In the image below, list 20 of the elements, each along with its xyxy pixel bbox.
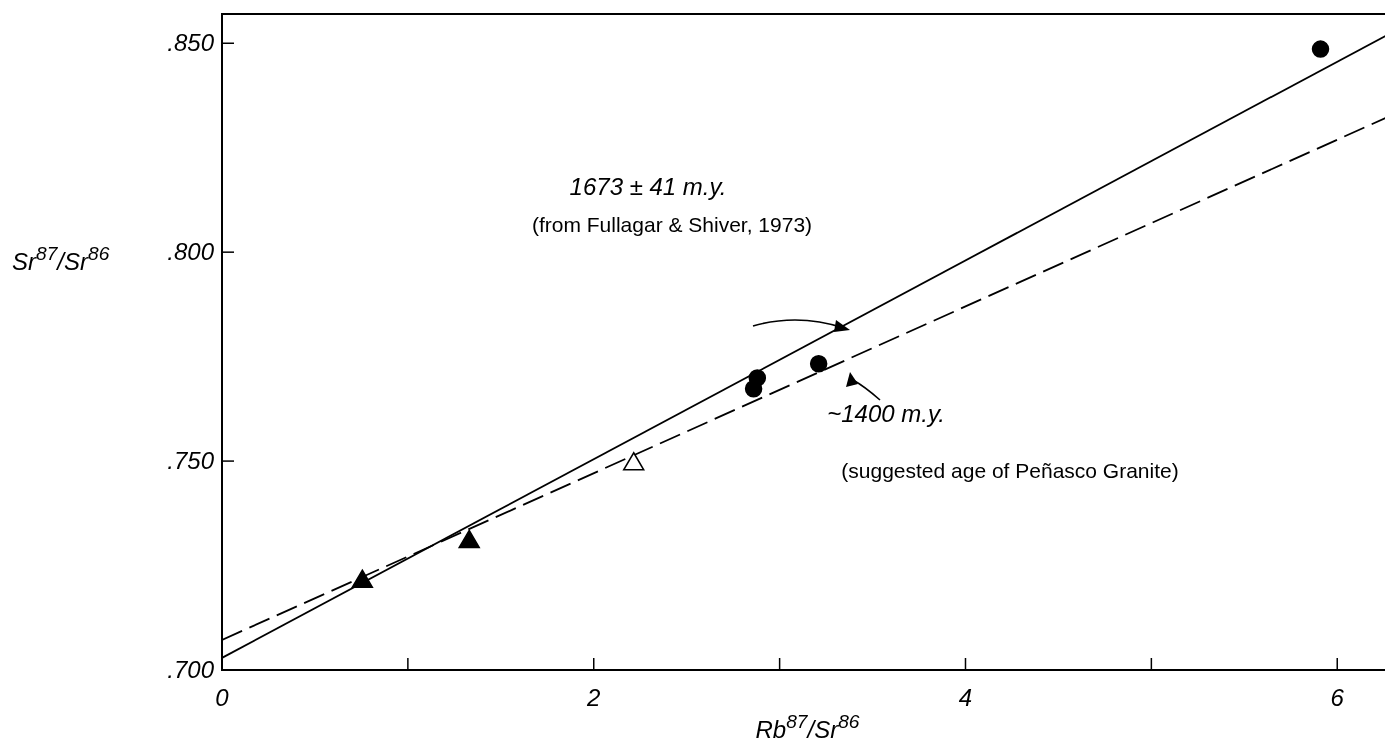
x-tick-label: 0: [215, 684, 230, 711]
x-tick-label: 6: [1330, 684, 1345, 711]
y-tick-label: .800: [167, 238, 215, 266]
point: [809, 354, 828, 373]
y-tick-label: .850: [167, 29, 215, 57]
x-tick-label: 4: [958, 684, 973, 711]
annotation: 1673 ± 41 m.y.: [569, 173, 727, 200]
y-tick-label: .700: [167, 656, 215, 683]
y-tick-label: .750: [167, 447, 215, 475]
annotation: (suggested age of Peñasco Granite): [841, 459, 1179, 482]
point: [748, 369, 767, 387]
annotation: (from Fullagar & Shiver, 1973): [531, 213, 813, 236]
x-tick-label: 2: [586, 684, 601, 711]
y-axis-title: Sr$^{87}$/Sr$^{86}$: [12, 242, 110, 275]
point: [1311, 40, 1330, 58]
point: [622, 452, 645, 471]
x-axis-title: Rb$^{87}$/Sr$^{86}$: [755, 710, 860, 743]
point: [351, 569, 374, 588]
annotation: ~1400 m.y.: [827, 400, 945, 427]
point: [458, 529, 480, 549]
